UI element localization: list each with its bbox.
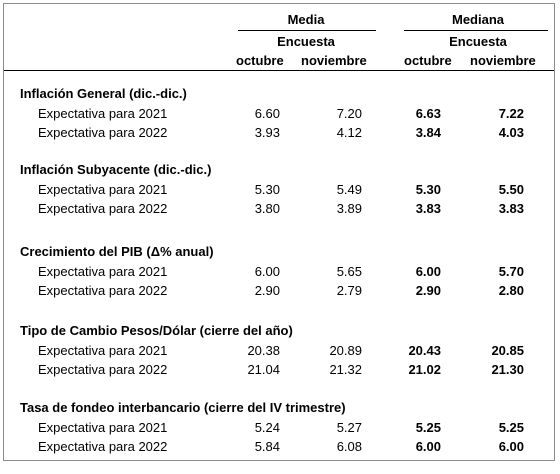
mediana-november-value: 3.83 (498, 201, 524, 216)
media-november-value: 5.49 (336, 182, 362, 197)
mediana-october-value: 21.02 (408, 362, 441, 377)
mediana-november-value: 5.50 (498, 182, 524, 197)
media-november-value: 2.79 (336, 283, 362, 298)
mediana-october-value: 3.84 (415, 125, 441, 140)
media-november-header: noviembre (301, 53, 367, 68)
row-label: Expectativa para 2021 (38, 343, 168, 358)
media-november-value: 5.27 (336, 420, 362, 435)
row-label: Expectativa para 2022 (38, 283, 168, 298)
media-november-value: 21.32 (329, 362, 362, 377)
section-title: Crecimiento del PIB (Δ% anual) (20, 244, 214, 259)
header-divider (4, 70, 554, 71)
row-label: Expectativa para 2021 (38, 264, 168, 279)
mediana-november-value: 2.80 (498, 283, 524, 298)
media-november-value: 20.89 (329, 343, 362, 358)
mediana-november-value: 4.03 (498, 125, 524, 140)
row-label: Expectativa para 2021 (38, 106, 168, 121)
media-october-value: 3.80 (254, 201, 280, 216)
media-november-value: 4.12 (336, 125, 362, 140)
mediana-october-value: 6.00 (415, 439, 441, 454)
mediana-october-value: 6.63 (415, 106, 441, 121)
row-label: Expectativa para 2022 (38, 125, 168, 140)
section-title: Inflación General (dic.-dic.) (20, 86, 187, 101)
table-frame (3, 3, 555, 461)
mediana-november-value: 21.30 (491, 362, 524, 377)
mediana-november-value: 20.85 (491, 343, 524, 358)
row-label: Expectativa para 2022 (38, 362, 168, 377)
media-november-value: 7.20 (336, 106, 362, 121)
row-label: Expectativa para 2021 (38, 420, 168, 435)
media-october-value: 20.38 (247, 343, 280, 358)
media-october-value: 5.30 (254, 182, 280, 197)
row-label: Expectativa para 2022 (38, 439, 168, 454)
media-header-underline (238, 30, 376, 31)
media-october-value: 2.90 (254, 283, 280, 298)
section-title: Tasa de fondeo interbancario (cierre del… (20, 400, 346, 415)
mediana-october-value: 3.83 (415, 201, 441, 216)
media-october-value: 5.84 (254, 439, 280, 454)
media-november-value: 3.89 (336, 201, 362, 216)
mediana-november-value: 7.22 (498, 106, 524, 121)
mediana-encuesta-label: Encuesta (449, 34, 507, 49)
mediana-november-header: noviembre (470, 53, 536, 68)
mediana-october-value: 5.25 (415, 420, 441, 435)
mediana-october-value: 6.00 (415, 264, 441, 279)
section-title: Tipo de Cambio Pesos/Dólar (cierre del a… (20, 323, 293, 338)
mediana-november-value: 5.70 (498, 264, 524, 279)
row-label: Expectativa para 2021 (38, 182, 168, 197)
mediana-header-underline (404, 30, 548, 31)
section-title: Inflación Subyacente (dic.-dic.) (20, 162, 212, 177)
mediana-header: Mediana (451, 12, 504, 27)
media-header: Media (287, 12, 325, 27)
mediana-october-value: 20.43 (408, 343, 441, 358)
mediana-october-header: octubre (404, 53, 452, 68)
media-october-value: 6.60 (254, 106, 280, 121)
media-october-value: 6.00 (254, 264, 280, 279)
media-october-value: 5.24 (254, 420, 280, 435)
media-november-value: 5.65 (336, 264, 362, 279)
media-encuesta-label: Encuesta (277, 34, 335, 49)
mediana-october-value: 2.90 (415, 283, 441, 298)
media-october-header: octubre (236, 53, 284, 68)
mediana-october-value: 5.30 (415, 182, 441, 197)
media-november-value: 6.08 (336, 439, 362, 454)
row-label: Expectativa para 2022 (38, 201, 168, 216)
mediana-november-value: 5.25 (498, 420, 524, 435)
media-october-value: 21.04 (247, 362, 280, 377)
media-october-value: 3.93 (254, 125, 280, 140)
mediana-november-value: 6.00 (498, 439, 524, 454)
